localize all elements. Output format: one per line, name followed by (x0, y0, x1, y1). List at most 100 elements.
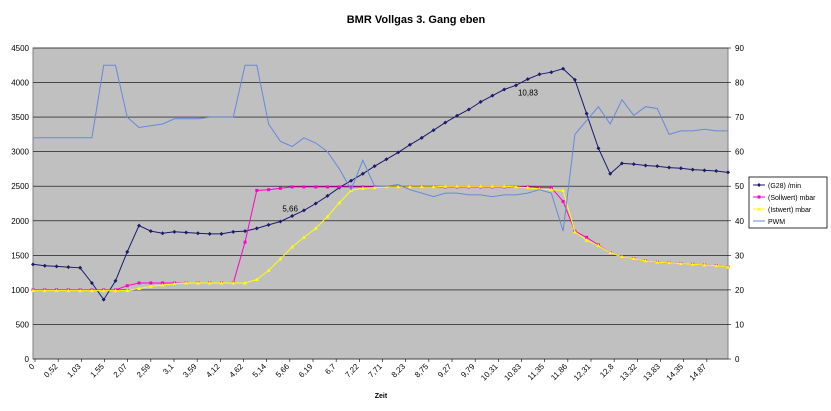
y2-tick-label: 70 (735, 113, 744, 122)
series-point (149, 281, 153, 285)
series-point (160, 283, 165, 287)
y-tick-label: 4500 (11, 44, 29, 53)
series-point (31, 288, 35, 293)
series-point (301, 235, 306, 239)
series-point (349, 178, 354, 183)
x-tick-label: 1,55 (89, 362, 107, 380)
series-point (561, 188, 566, 192)
series-point (125, 249, 130, 254)
series-point (89, 288, 94, 293)
series-point (172, 281, 177, 286)
series-point (655, 164, 660, 169)
series-point (195, 280, 200, 285)
series-point (702, 263, 707, 267)
y-tick-label: 2500 (11, 182, 29, 191)
x-tick-label: 0,52 (42, 362, 60, 380)
series-point (290, 245, 295, 249)
series-point (585, 235, 589, 239)
series-point (337, 200, 342, 205)
series-point (478, 184, 483, 188)
series-point (161, 281, 165, 285)
series-point (313, 201, 318, 206)
series-point (125, 288, 130, 293)
series-point (207, 280, 212, 285)
series-point (267, 188, 271, 192)
y-tick-label: 2000 (11, 217, 29, 226)
series-point (714, 169, 719, 174)
series-point (113, 288, 118, 293)
x-tick-label: 11,86 (549, 362, 569, 382)
series-point (278, 256, 283, 261)
y-axis-right: 0 10 20 30 40 50 60 70 80 90 (728, 44, 744, 364)
series-point (513, 184, 518, 189)
series-point (219, 231, 224, 236)
y2-tick-label: 50 (735, 182, 744, 191)
series-point (54, 288, 59, 293)
series-point (513, 83, 518, 88)
y-tick-label: 1000 (11, 286, 29, 295)
series-point (54, 264, 59, 269)
series-point (407, 142, 412, 147)
x-tick-label: 4,62 (228, 362, 246, 380)
annotations: 5,66 10,83 (282, 88, 538, 213)
y2-tick-label: 60 (735, 148, 744, 157)
series-point (301, 208, 306, 213)
y2-tick-label: 30 (735, 251, 744, 260)
series-point (337, 185, 341, 189)
series-point (690, 167, 695, 172)
series-point (572, 229, 577, 234)
annotation-label: 10,83 (518, 88, 539, 97)
series-point (325, 185, 329, 189)
series-point (349, 185, 353, 189)
x-tick-label: 12,31 (572, 362, 593, 383)
x-tick-label: 11,35 (526, 362, 546, 382)
series-point (549, 70, 554, 75)
series-point (325, 214, 330, 219)
series-point (396, 150, 401, 155)
x-tick-label: 5,66 (274, 362, 292, 380)
legend-label: PWM (768, 219, 785, 226)
series-point (726, 265, 730, 269)
series-point (678, 166, 683, 171)
series-point (66, 288, 71, 293)
series-group (31, 64, 730, 302)
series-point (608, 250, 613, 255)
series-point (42, 263, 47, 268)
x-tick-label: 6,7 (323, 362, 338, 377)
x-tick-label: 9,79 (459, 362, 477, 380)
series-point (78, 265, 83, 270)
series-point (561, 66, 566, 71)
series-point (302, 185, 306, 189)
series-point (207, 231, 212, 236)
series-point (396, 184, 401, 189)
x-tick-label: 7,22 (343, 362, 361, 380)
series-point (572, 77, 577, 82)
x-tick-label: 6,19 (297, 362, 315, 380)
chart-title: BMR Vollgas 3. Gang eben (347, 14, 486, 26)
series-point (31, 262, 35, 267)
series-point (455, 113, 460, 118)
x-axis: 0 0,52 1,03 1,55 2,07 2,59 3,1 3,59 4,12 4,62 5,14… (27, 359, 709, 383)
series-point (631, 256, 636, 261)
plot-area (32, 47, 729, 360)
series-point (466, 184, 471, 188)
series-point (726, 170, 730, 175)
series-point (231, 280, 236, 285)
series-point (596, 146, 601, 151)
series-point (549, 187, 554, 192)
series-point (313, 226, 318, 230)
series-point (137, 281, 141, 285)
series-point (137, 286, 142, 291)
y-tick-label: 3000 (11, 148, 29, 157)
series-point (619, 161, 624, 166)
x-tick-label: 10,83 (502, 362, 523, 383)
series-point (667, 260, 672, 265)
series-point (66, 265, 71, 270)
series-point (655, 260, 660, 264)
x-tick-label: 14,87 (688, 362, 709, 383)
y2-tick-label: 10 (735, 320, 744, 329)
series-point (148, 284, 153, 288)
series-point (643, 163, 648, 168)
series-point (407, 184, 412, 189)
x-tick-label: 0 (27, 362, 37, 372)
